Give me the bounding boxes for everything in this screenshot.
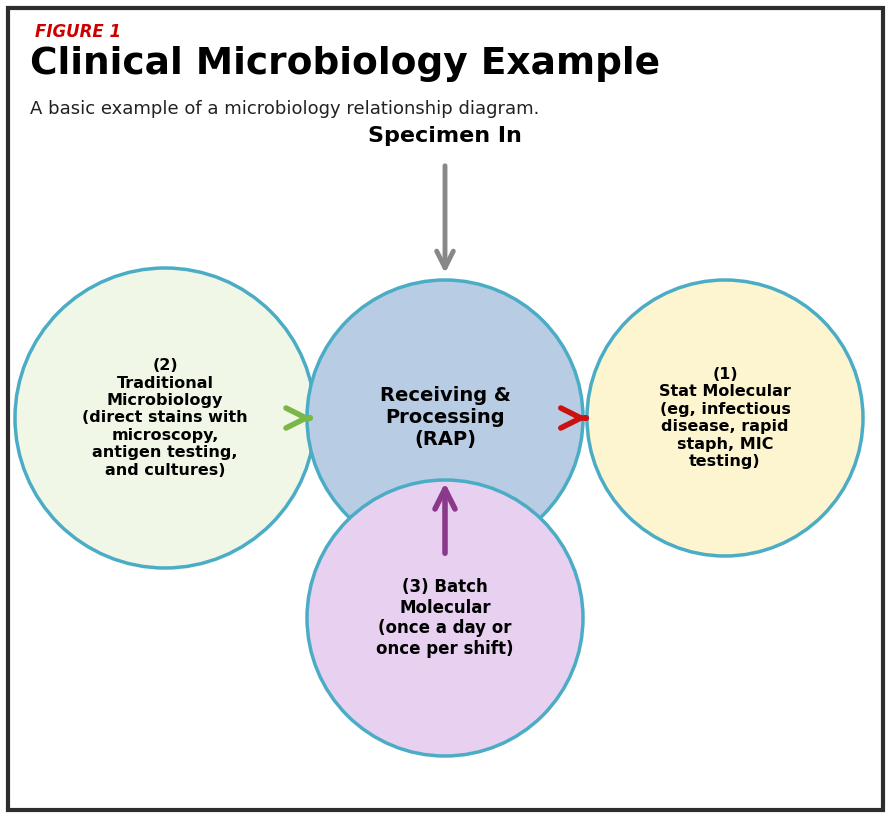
Text: Specimen In: Specimen In (368, 126, 522, 146)
Text: Clinical Microbiology Example: Clinical Microbiology Example (30, 46, 660, 82)
Ellipse shape (15, 268, 315, 568)
Text: (1)
Stat Molecular
(eg, infectious
disease, rapid
staph, MIC
testing): (1) Stat Molecular (eg, infectious disea… (659, 367, 791, 469)
Text: A basic example of a microbiology relationship diagram.: A basic example of a microbiology relati… (30, 100, 539, 118)
Text: (2)
Traditional
Microbiology
(direct stains with
microscopy,
antigen testing,
an: (2) Traditional Microbiology (direct sta… (82, 358, 248, 478)
Ellipse shape (587, 280, 863, 556)
Ellipse shape (307, 280, 583, 556)
Ellipse shape (307, 480, 583, 756)
Text: Receiving &
Processing
(RAP): Receiving & Processing (RAP) (380, 386, 511, 450)
Text: FIGURE 1: FIGURE 1 (35, 23, 121, 41)
Text: (3) Batch
Molecular
(once a day or
once per shift): (3) Batch Molecular (once a day or once … (376, 578, 514, 658)
